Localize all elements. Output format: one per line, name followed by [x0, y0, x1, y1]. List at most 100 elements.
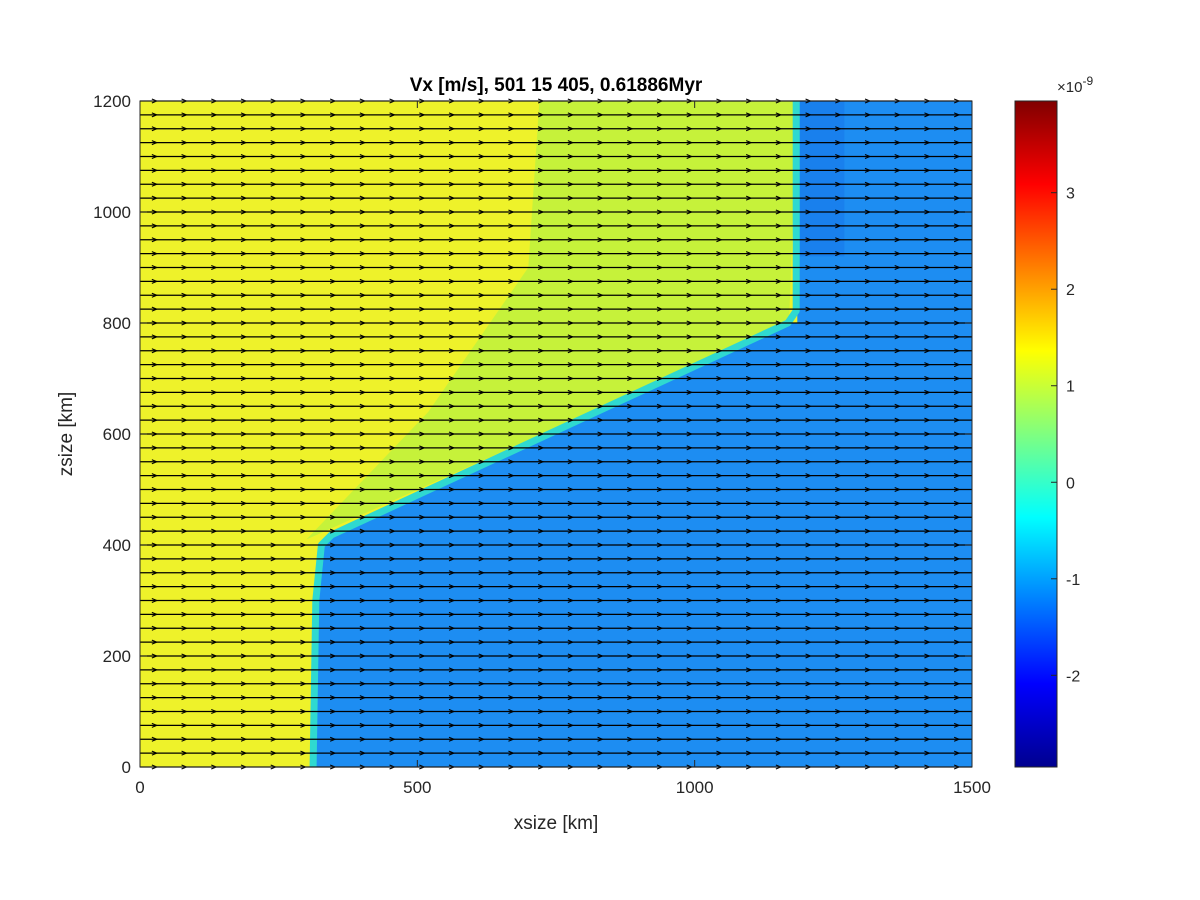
vector-head: [211, 376, 218, 381]
vector-head: [894, 181, 902, 187]
vector-head: [270, 750, 278, 756]
vector-head: [478, 556, 486, 562]
vector-head: [389, 431, 396, 437]
plot-area: 0 500 1000 1500 0 200 400 600 800 1000 1200: [93, 92, 991, 797]
vector-head: [448, 209, 456, 215]
vector-head: [924, 306, 931, 312]
vector-head: [953, 542, 961, 548]
vector-head: [805, 709, 812, 714]
vector-head: [478, 265, 486, 270]
vector-head: [389, 625, 396, 631]
vector-head: [448, 251, 456, 257]
vector-head: [924, 736, 931, 742]
vector-head: [775, 473, 783, 479]
vector-head: [745, 126, 753, 132]
vector-head: [597, 389, 604, 395]
vector-head: [686, 403, 694, 409]
vector-head: [211, 181, 218, 187]
vector-head: [329, 487, 337, 492]
vector-head: [805, 334, 812, 340]
vector-head: [478, 459, 486, 465]
vector-head: [924, 487, 931, 492]
vector-head: [359, 167, 367, 173]
vector-head: [924, 722, 931, 728]
vector-head: [567, 542, 575, 548]
vector-head: [300, 639, 307, 645]
vector-head: [656, 736, 664, 742]
vector-head: [716, 389, 723, 395]
vector-head: [775, 112, 783, 118]
vector-head: [508, 695, 515, 701]
vector-head: [686, 722, 694, 728]
vector-head: [894, 611, 902, 617]
vector-head: [151, 278, 159, 284]
vector-head: [775, 695, 783, 701]
vector-head: [924, 195, 931, 201]
vector-head: [835, 625, 842, 631]
vector-head: [181, 223, 188, 229]
vector-head: [716, 625, 723, 631]
vector-head: [805, 181, 812, 187]
vector-head: [389, 403, 396, 409]
vector-head: [597, 195, 604, 201]
vector-head: [478, 709, 486, 714]
vector-head: [478, 487, 486, 492]
vector-head: [716, 473, 723, 479]
vector-head: [270, 500, 278, 506]
vector-head: [953, 348, 961, 354]
vector-head: [864, 362, 872, 368]
vector-head: [508, 459, 515, 465]
vector-head: [686, 445, 694, 451]
vector-head: [567, 140, 575, 146]
vector-head: [656, 403, 664, 409]
vector-head: [211, 306, 218, 312]
vector-head: [656, 112, 664, 118]
vector-head: [924, 126, 931, 132]
vector-head: [716, 154, 723, 159]
vector-head: [716, 334, 723, 340]
vector-head: [151, 598, 159, 603]
vector-head: [181, 750, 188, 756]
vector-head: [508, 653, 515, 659]
vector-head: [953, 611, 961, 617]
vector-head: [627, 500, 634, 506]
vector-head: [716, 237, 723, 243]
vector-head: [953, 209, 961, 215]
vector-head: [716, 251, 723, 257]
vector-head: [745, 417, 753, 423]
vector-head: [240, 195, 248, 201]
vector-head: [745, 403, 753, 409]
vector-head: [151, 209, 159, 215]
vector-head: [805, 376, 812, 381]
vector-head: [359, 500, 367, 506]
vector-head: [240, 431, 248, 437]
vector-head: [805, 500, 812, 506]
vector-head: [270, 112, 278, 118]
vector-head: [894, 265, 902, 270]
vector-head: [389, 251, 396, 257]
vector-head: [211, 598, 218, 603]
vector-head: [627, 709, 634, 714]
vector-head: [924, 625, 931, 631]
vector-head: [597, 376, 604, 381]
vector-head: [151, 445, 159, 451]
vector-head: [181, 278, 188, 284]
vector-head: [508, 542, 515, 548]
vector-head: [745, 514, 753, 520]
vector-head: [151, 681, 159, 687]
vector-head: [597, 154, 604, 159]
vector-head: [656, 709, 664, 714]
vector-head: [359, 237, 367, 243]
vector-head: [448, 265, 456, 270]
vector-head: [478, 154, 486, 159]
vector-head: [686, 154, 694, 159]
vector-head: [627, 167, 634, 173]
vector-head: [745, 709, 753, 714]
vector-head: [181, 598, 188, 603]
vector-head: [537, 487, 545, 492]
vector-head: [775, 195, 783, 201]
vector-head: [300, 181, 307, 187]
vector-head: [745, 320, 753, 326]
vector-head: [211, 112, 218, 118]
vector-head: [745, 292, 753, 298]
